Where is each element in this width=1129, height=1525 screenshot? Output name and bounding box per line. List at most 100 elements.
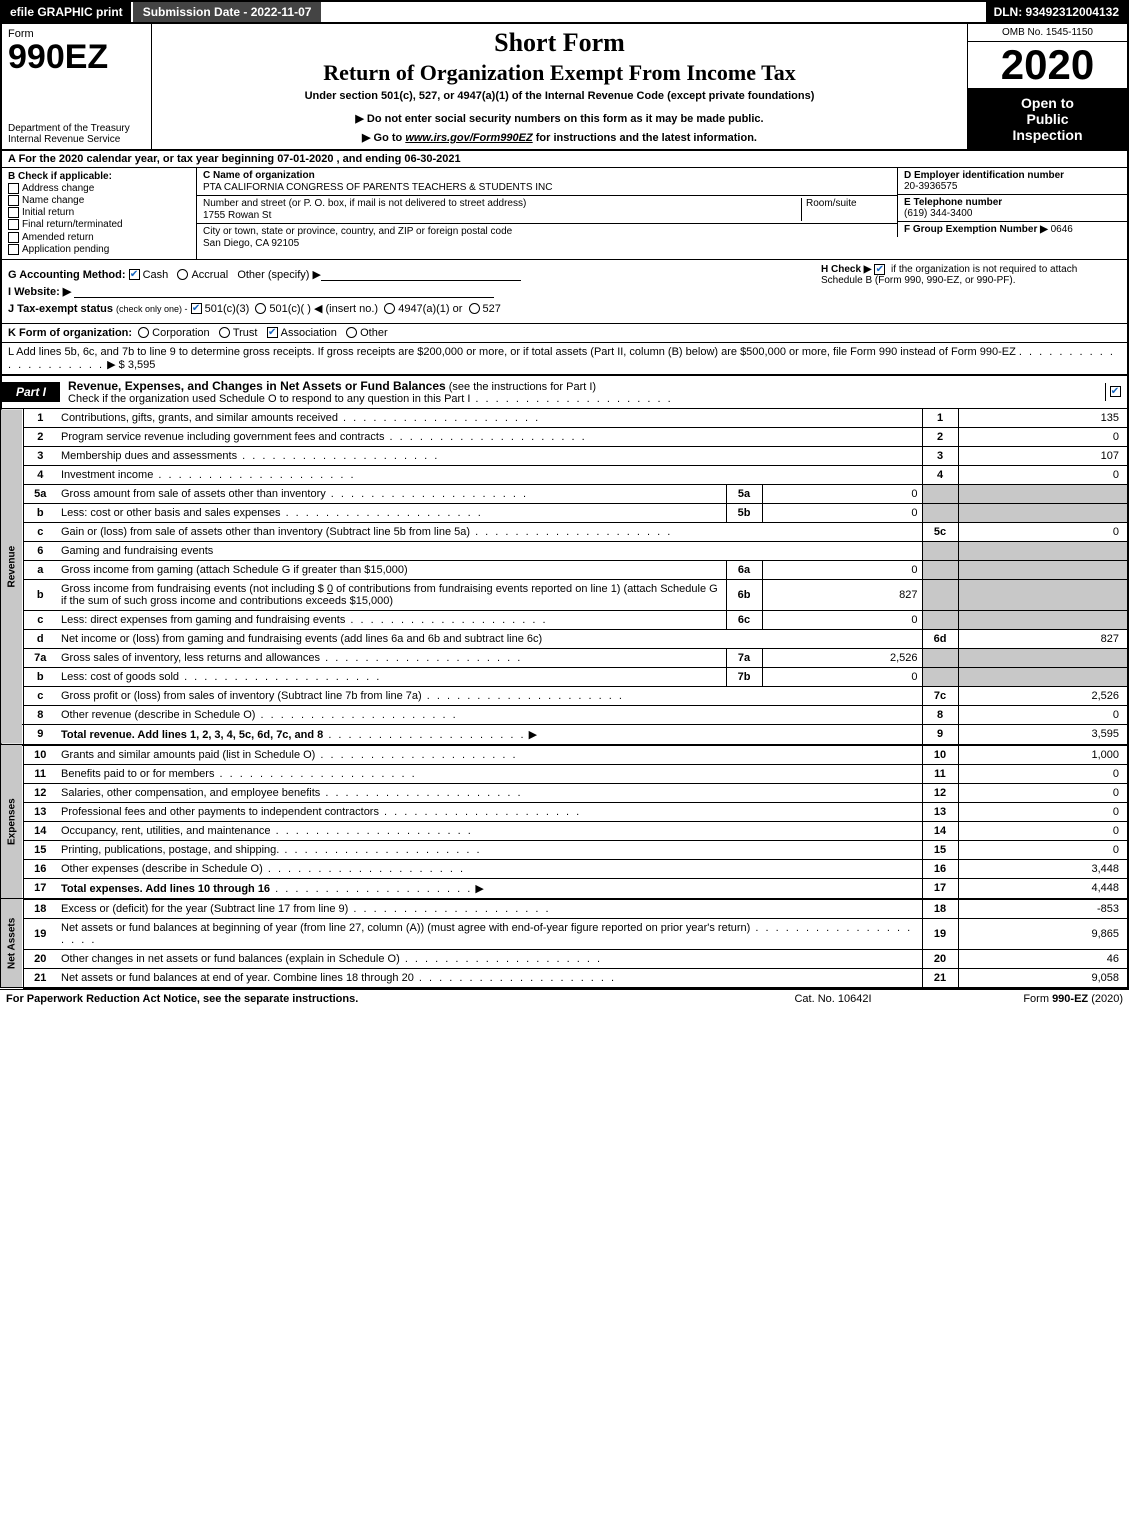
amt-16: 3,448: [958, 859, 1128, 878]
amt-20: 46: [958, 949, 1128, 968]
box-b-label: B Check if applicable:: [8, 171, 190, 182]
row-2: 2 Program service revenue including gove…: [1, 427, 1128, 446]
amt-14: 0: [958, 821, 1128, 840]
amt-4: 0: [958, 465, 1128, 484]
side-label-net-assets: Net Assets: [1, 899, 23, 988]
radio-527[interactable]: [469, 303, 480, 314]
subamt-5b: 0: [762, 503, 922, 522]
form-number: 990EZ: [8, 40, 145, 74]
row-7b: b Less: cost of goods sold 7b 0: [1, 667, 1128, 686]
row-5b: b Less: cost or other basis and sales ex…: [1, 503, 1128, 522]
box-b-check-applicable: B Check if applicable: Address change Na…: [2, 168, 197, 259]
row-12: 12 Salaries, other compensation, and emp…: [1, 783, 1128, 802]
amt-15: 0: [958, 840, 1128, 859]
street-value: 1755 Rowan St: [203, 210, 801, 221]
org-name: PTA CALIFORNIA CONGRESS OF PARENTS TEACH…: [203, 182, 891, 193]
amt-19: 9,865: [958, 918, 1128, 949]
box-h-schedule-b: H Check ▶ if the organization is not req…: [821, 264, 1121, 286]
paperwork-notice: For Paperwork Reduction Act Notice, see …: [6, 993, 743, 1005]
radio-501c[interactable]: [255, 303, 266, 314]
name-of-org-label: C Name of organization: [203, 170, 891, 181]
omb-number: OMB No. 1545-1150: [968, 24, 1127, 42]
website-blank[interactable]: [74, 286, 494, 298]
amt-5c: 0: [958, 522, 1128, 541]
part-1-tab: Part I: [2, 382, 60, 402]
amt-11: 0: [958, 764, 1128, 783]
catalog-number: Cat. No. 10642I: [743, 993, 923, 1005]
section-g-h-i-j: H Check ▶ if the organization is not req…: [0, 260, 1129, 324]
row-7a: 7a Gross sales of inventory, less return…: [1, 648, 1128, 667]
amt-6d: 827: [958, 629, 1128, 648]
radio-other-org[interactable]: [346, 327, 357, 338]
short-form-title: Short Form: [160, 28, 959, 58]
radio-accrual[interactable]: [177, 269, 188, 280]
telephone-value: (619) 344-3400: [904, 208, 1121, 219]
check-cash[interactable]: [129, 269, 140, 280]
amt-3: 107: [958, 446, 1128, 465]
row-6a: a Gross income from gaming (attach Sched…: [1, 560, 1128, 579]
irs-link[interactable]: www.irs.gov/Form990EZ: [405, 132, 532, 144]
form-header: Form 990EZ Department of the Treasury In…: [0, 24, 1129, 151]
ssn-warning: ▶ Do not enter social security numbers o…: [160, 112, 959, 125]
amt-21-net-assets-end: 9,058: [958, 968, 1128, 988]
radio-trust[interactable]: [219, 327, 230, 338]
under-section-text: Under section 501(c), 527, or 4947(a)(1)…: [160, 90, 959, 102]
row-18: Net Assets 18 Excess or (deficit) for th…: [1, 899, 1128, 919]
line-l-amount: 3,595: [128, 359, 156, 371]
row-6b: b Gross income from fundraising events (…: [1, 579, 1128, 610]
page-footer: For Paperwork Reduction Act Notice, see …: [0, 989, 1129, 1008]
row-20: 20 Other changes in net assets or fund b…: [1, 949, 1128, 968]
row-5a: 5a Gross amount from sale of assets othe…: [1, 484, 1128, 503]
box-c-name-address: C Name of organization PTA CALIFORNIA CO…: [197, 168, 897, 259]
form-version: Form 990-EZ (2020): [923, 993, 1123, 1005]
dln-label: DLN: 93492312004132: [986, 2, 1127, 22]
row-5c: c Gain or (loss) from sale of assets oth…: [1, 522, 1128, 541]
row-17: 17 Total expenses. Add lines 10 through …: [1, 878, 1128, 899]
line-k-form-of-org: K Form of organization: Corporation Trus…: [0, 324, 1129, 343]
row-7c: c Gross profit or (loss) from sales of i…: [1, 686, 1128, 705]
check-application-pending[interactable]: Application pending: [8, 244, 190, 255]
part-1-table: Revenue 1 Contributions, gifts, grants, …: [0, 409, 1129, 989]
check-amended-return[interactable]: Amended return: [8, 232, 190, 243]
radio-corporation[interactable]: [138, 327, 149, 338]
subamt-7b: 0: [762, 667, 922, 686]
spacer: [323, 2, 985, 22]
amt-10: 1,000: [958, 745, 1128, 765]
submission-date-label: Submission Date - 2022-11-07: [131, 2, 324, 22]
amt-12: 0: [958, 783, 1128, 802]
line-a-tax-year: A For the 2020 calendar year, or tax yea…: [0, 151, 1129, 168]
check-h[interactable]: [874, 264, 885, 275]
header-left: Form 990EZ Department of the Treasury In…: [2, 24, 152, 149]
radio-4947[interactable]: [384, 303, 395, 314]
row-3: 3 Membership dues and assessments 3 107: [1, 446, 1128, 465]
other-specify-blank[interactable]: [321, 269, 521, 281]
row-1: Revenue 1 Contributions, gifts, grants, …: [1, 409, 1128, 428]
row-21: 21 Net assets or fund balances at end of…: [1, 968, 1128, 988]
amt-7c: 2,526: [958, 686, 1128, 705]
row-19: 19 Net assets or fund balances at beginn…: [1, 918, 1128, 949]
room-suite: Room/suite: [801, 198, 891, 221]
row-15: 15 Printing, publications, postage, and …: [1, 840, 1128, 859]
subamt-6a: 0: [762, 560, 922, 579]
tax-year: 2020: [968, 42, 1127, 89]
side-label-expenses: Expenses: [1, 745, 23, 899]
check-501c3[interactable]: [191, 303, 202, 314]
efile-print-label[interactable]: efile GRAPHIC print: [2, 2, 131, 22]
check-final-return[interactable]: Final return/terminated: [8, 219, 190, 230]
side-label-revenue: Revenue: [1, 409, 23, 725]
telephone-label: E Telephone number: [904, 197, 1121, 208]
line-i-website: I Website: ▶: [8, 285, 1121, 298]
check-initial-return[interactable]: Initial return: [8, 207, 190, 218]
amt-2: 0: [958, 427, 1128, 446]
check-address-change[interactable]: Address change: [8, 183, 190, 194]
check-association[interactable]: [267, 327, 278, 338]
section-b-c-d: B Check if applicable: Address change Na…: [0, 168, 1129, 260]
top-bar: efile GRAPHIC print Submission Date - 20…: [0, 0, 1129, 24]
department-label: Department of the Treasury Internal Reve…: [8, 123, 145, 145]
amt-18: -853: [958, 899, 1128, 919]
check-name-change[interactable]: Name change: [8, 195, 190, 206]
part-1-schedule-o-check[interactable]: [1105, 383, 1127, 401]
city-value: San Diego, CA 92105: [203, 238, 891, 249]
subamt-5a: 0: [762, 484, 922, 503]
header-center: Short Form Return of Organization Exempt…: [152, 24, 967, 149]
